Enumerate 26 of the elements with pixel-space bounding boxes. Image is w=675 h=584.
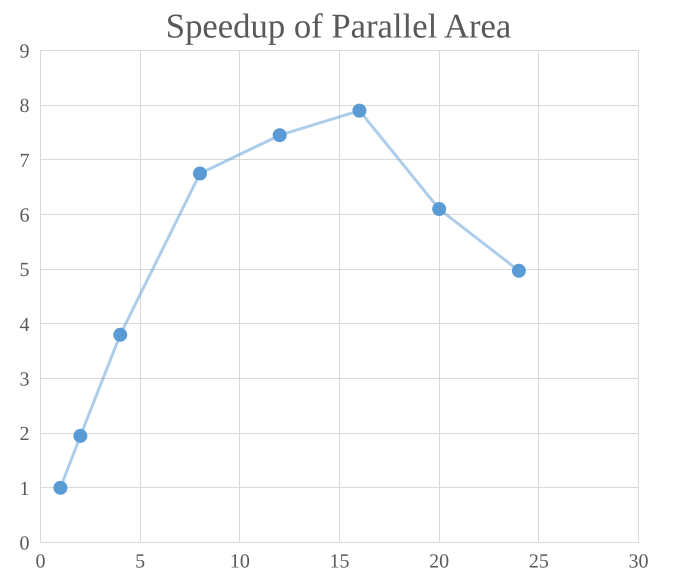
point xyxy=(113,328,128,342)
point xyxy=(73,428,88,443)
y-tick-label: 1 xyxy=(20,478,30,500)
point xyxy=(53,480,68,495)
y-tick-label: 8 xyxy=(20,95,30,118)
y-tick-label: 5 xyxy=(20,259,30,282)
point xyxy=(272,128,287,142)
y-tick-label: 7 xyxy=(20,150,30,172)
point xyxy=(512,264,526,278)
y-tick-label: 9 xyxy=(20,40,30,62)
x-tick-label: 20 xyxy=(429,550,450,572)
y-tick-label: 6 xyxy=(20,204,30,226)
chart-title: Speedup of Parallel Area xyxy=(166,8,512,46)
point xyxy=(432,202,446,216)
x-tick-label: 30 xyxy=(628,550,648,572)
point xyxy=(192,166,207,180)
x-tick-label: 5 xyxy=(135,550,146,572)
x-tick-label: 0 xyxy=(36,550,46,572)
x-tick-label: 15 xyxy=(330,550,350,572)
y-tick-label: 0 xyxy=(20,532,30,554)
y-tick-label: 3 xyxy=(20,368,30,390)
point xyxy=(352,104,366,118)
x-tick-label: 10 xyxy=(230,550,250,572)
x-tick-label: 25 xyxy=(528,550,549,572)
y-tick-label: 2 xyxy=(20,423,30,446)
y-tick-label: 4 xyxy=(20,314,30,336)
